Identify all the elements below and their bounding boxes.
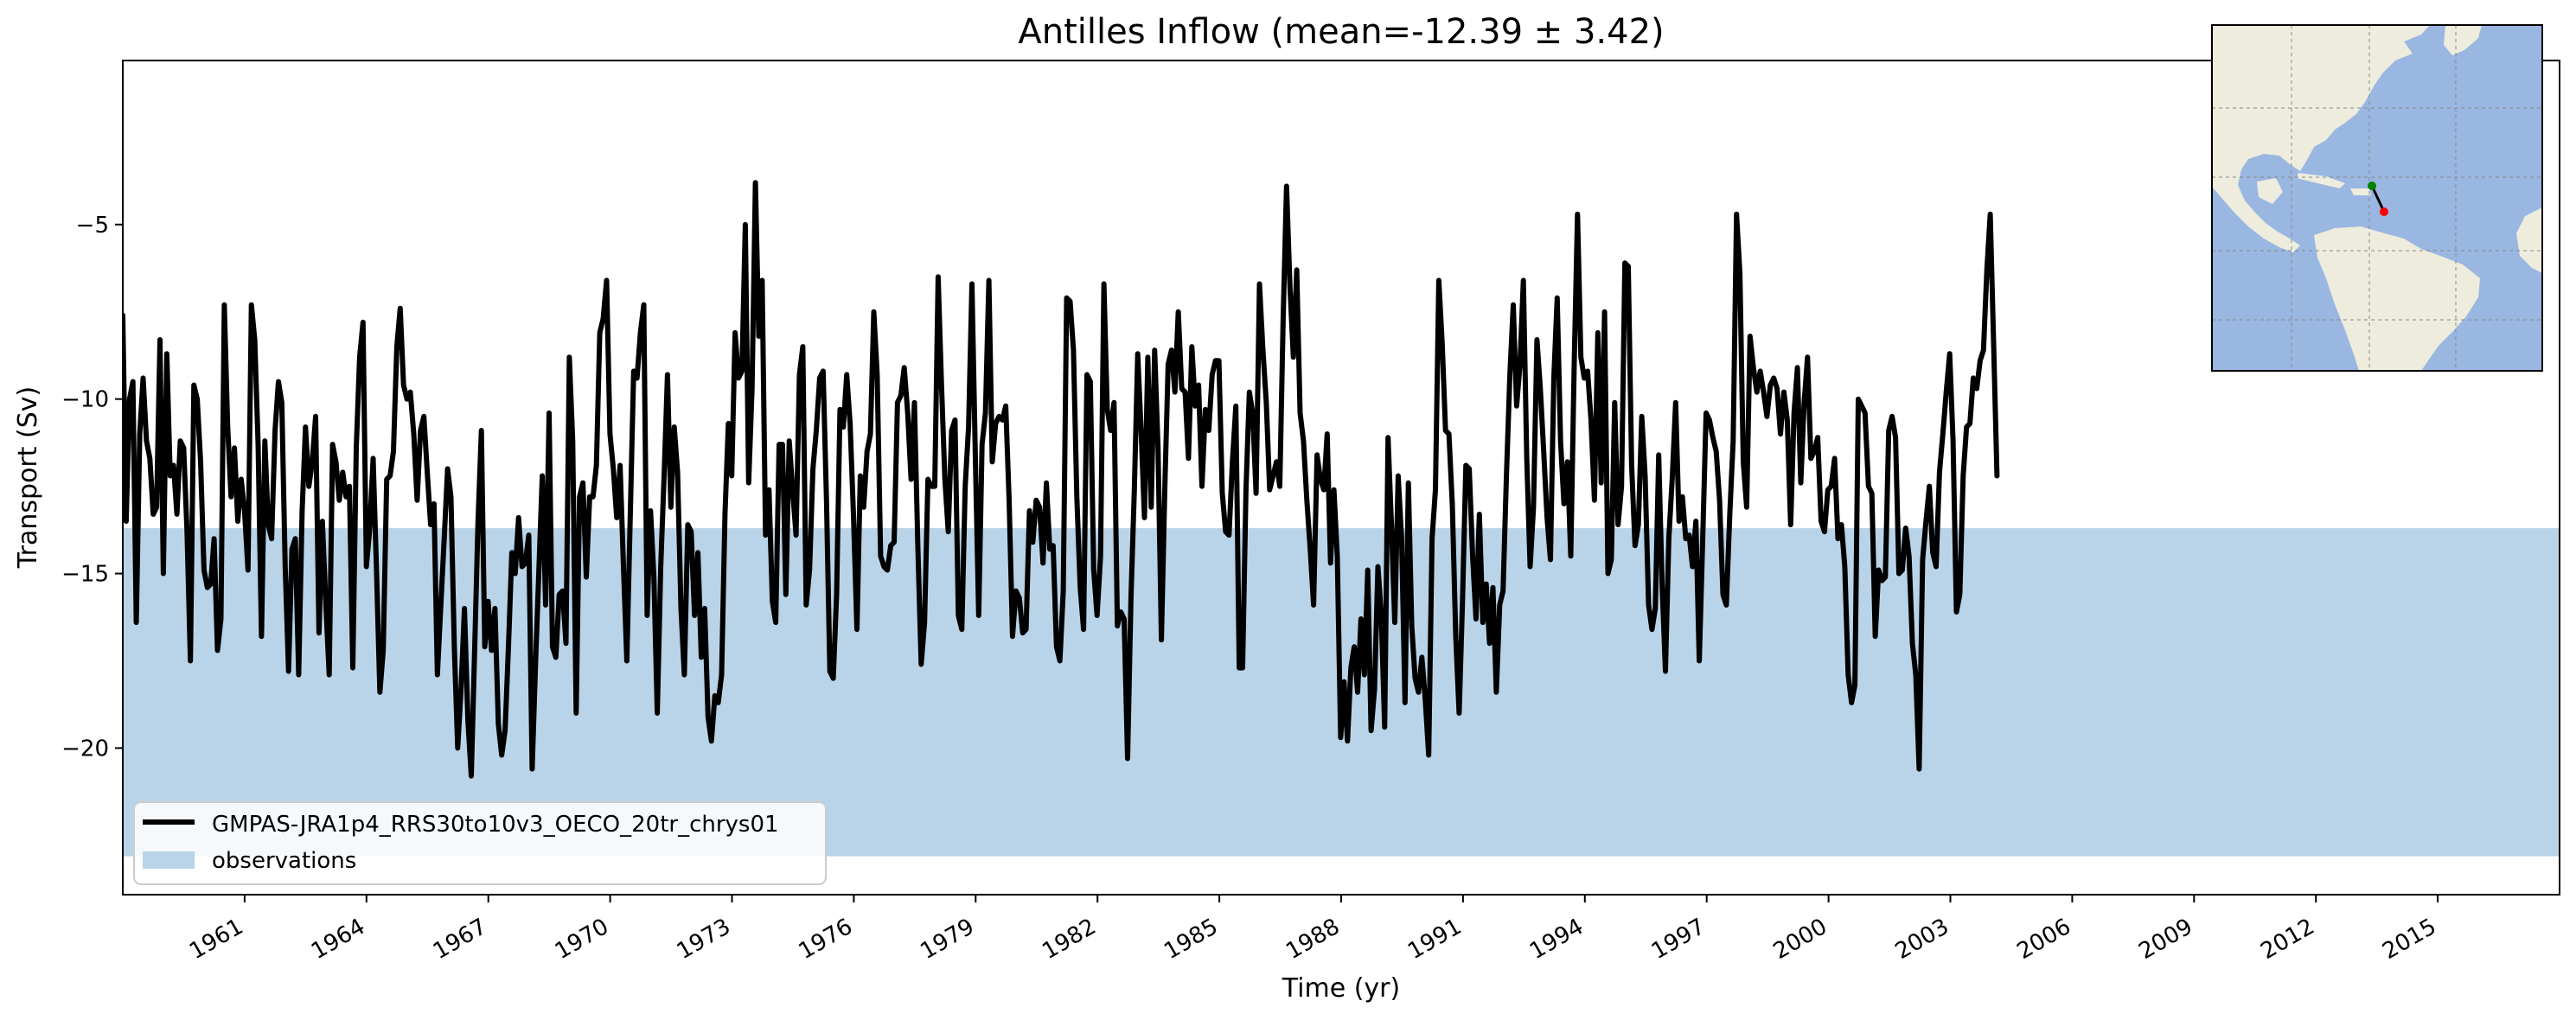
- x-tick-label: 2009: [2134, 914, 2196, 965]
- y-tick-label: −15: [61, 562, 109, 588]
- legend-box: [133, 801, 827, 885]
- legend-observations-label: observations: [212, 848, 356, 874]
- legend-series-label: GMPAS-JRA1p4_RRS30to10v3_OECO_20tr_chrys…: [212, 812, 779, 838]
- x-tick-label: 2003: [1891, 914, 1953, 965]
- x-tick-label: 1964: [307, 914, 369, 965]
- x-tick-label: 1979: [916, 914, 978, 965]
- x-tick-label: 1985: [1160, 914, 1222, 965]
- y-tick-label: −10: [61, 387, 109, 413]
- x-tick-label: 1973: [673, 914, 735, 965]
- x-tick-label: 2012: [2256, 914, 2318, 965]
- map-section-start-marker: [2368, 182, 2376, 190]
- legend: GMPAS-JRA1p4_RRS30to10v3_OECO_20tr_chrys…: [133, 801, 827, 885]
- x-tick-label: 1982: [1038, 914, 1100, 965]
- x-tick-label: 1976: [795, 914, 857, 965]
- x-tick-label: 1970: [551, 914, 613, 965]
- x-tick-label: 2000: [1769, 914, 1831, 965]
- x-tick-label: 1967: [429, 914, 491, 965]
- y-tick-label: −20: [61, 736, 109, 762]
- map-land-yucatan: [2257, 178, 2283, 204]
- map-section-line: [2370, 185, 2386, 213]
- x-tick-label: 1991: [1403, 914, 1466, 965]
- map-land-africa: [2516, 207, 2542, 273]
- series-line: [123, 180, 2000, 779]
- x-axis-label: Time (yr): [1282, 973, 1400, 1004]
- y-tick-label: −5: [76, 213, 109, 239]
- x-axis-ticks: 1961 1964 1967 1970 1973 1976 1979 1982 1985 1988…: [185, 895, 2441, 965]
- map-land-south-america: [2314, 226, 2480, 371]
- x-tick-label: 1994: [1525, 914, 1588, 965]
- map-section-end-marker: [2380, 207, 2388, 216]
- x-tick-label: 1961: [185, 914, 247, 965]
- chart-title: Antilles Inflow (mean=-12.39 ± 3.42): [1018, 12, 1664, 52]
- map-frame: [2211, 24, 2543, 372]
- y-axis-label: Transport (Sv): [13, 386, 43, 570]
- x-tick-label: 1988: [1282, 914, 1344, 965]
- x-tick-label: 2015: [2378, 914, 2440, 965]
- map-land-hispaniola: [2350, 188, 2371, 195]
- legend-observations-swatch: [143, 851, 195, 869]
- map-land-north-america: [2212, 25, 2430, 252]
- x-tick-label: 1997: [1647, 914, 1710, 965]
- y-axis-ticks: −20 −15 −10 −5: [61, 213, 123, 762]
- x-tick-label: 2006: [2013, 914, 2075, 965]
- inset-map: [2211, 24, 2543, 372]
- map-land-greenland: [2444, 25, 2482, 55]
